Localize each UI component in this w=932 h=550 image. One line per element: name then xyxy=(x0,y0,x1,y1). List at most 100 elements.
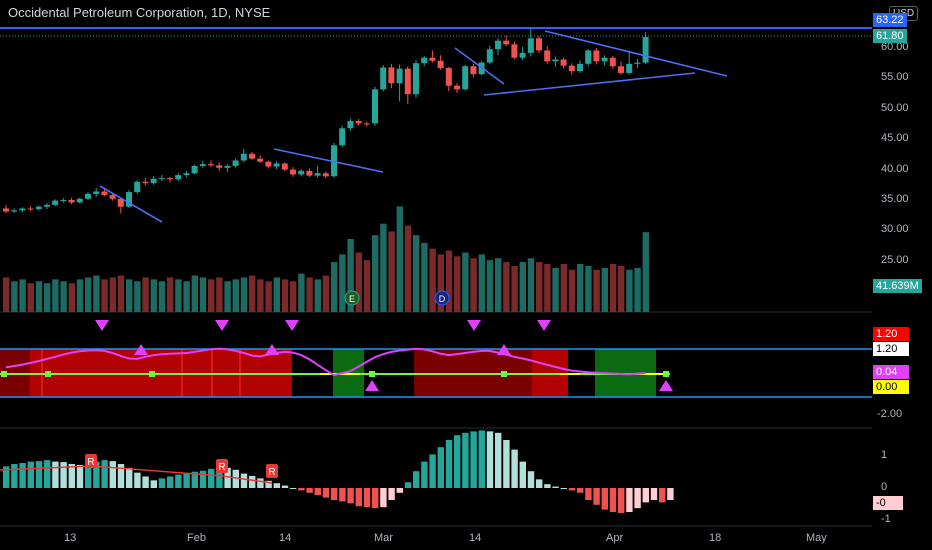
histogram-bar xyxy=(536,479,543,488)
volume-bar xyxy=(19,279,26,312)
candle-body xyxy=(339,128,346,146)
price-tick: 60.00 xyxy=(881,41,909,53)
candle-body xyxy=(380,67,387,90)
histogram-bar xyxy=(224,467,231,488)
histogram-bar xyxy=(511,449,518,488)
candle-body xyxy=(388,67,395,84)
candle-body xyxy=(618,66,624,73)
symbol-title[interactable]: Occidental Petroleum Corporation, 1D, NY… xyxy=(8,5,271,20)
volume-bar xyxy=(265,281,272,312)
volume-bar xyxy=(216,277,223,312)
hist-tick: 1 xyxy=(881,449,888,461)
reversal-marker-label: R xyxy=(268,467,275,478)
date-label: Feb xyxy=(187,532,206,544)
histogram-bar xyxy=(19,463,26,488)
candle-body xyxy=(577,63,583,72)
volume-bar xyxy=(257,279,264,312)
volume-bar xyxy=(175,279,182,312)
reversal-marker xyxy=(216,459,228,473)
buy-triangle xyxy=(365,380,379,391)
histogram-bar xyxy=(601,488,608,510)
candle-body xyxy=(60,200,67,201)
candle-body xyxy=(11,210,18,212)
candle-body xyxy=(503,40,510,45)
histogram-bar xyxy=(593,488,600,505)
volume-bar xyxy=(593,269,600,312)
candle-body xyxy=(347,120,354,129)
volume-bar xyxy=(109,277,116,312)
histogram-bar xyxy=(314,488,321,496)
volume-bar xyxy=(281,279,289,312)
candle-body xyxy=(372,89,378,124)
histogram-bar xyxy=(519,461,526,488)
volume-bar xyxy=(609,264,617,312)
histogram-bar xyxy=(109,461,116,488)
candle-body xyxy=(191,165,198,174)
histogram-bar xyxy=(76,464,84,488)
volume-bar xyxy=(462,252,469,312)
volume-bar xyxy=(601,267,608,312)
histogram-bar xyxy=(290,488,297,489)
volume-bar xyxy=(585,265,592,312)
trendline xyxy=(483,72,696,96)
volume-bar xyxy=(60,281,67,312)
volume-badge: 41.639M xyxy=(873,279,922,293)
histogram-bar xyxy=(232,469,239,488)
candle-body xyxy=(593,50,600,62)
sell-triangle xyxy=(95,320,109,331)
candle-body xyxy=(216,165,223,168)
histogram-bar xyxy=(445,440,453,488)
volume-bar xyxy=(224,281,231,312)
reversal-marker-label: R xyxy=(87,457,94,468)
candle-body xyxy=(486,49,493,63)
candle-body xyxy=(142,181,149,183)
candle-body xyxy=(642,37,649,63)
volume-bar xyxy=(380,223,387,312)
volume-bar xyxy=(363,260,371,312)
signal-dot xyxy=(369,371,375,377)
volume-bar xyxy=(322,275,330,312)
histogram-bar xyxy=(642,488,649,503)
volume-bar xyxy=(191,275,198,312)
candle-body xyxy=(609,57,616,67)
candle-body xyxy=(511,44,518,58)
histogram-bar xyxy=(158,478,166,488)
histogram-bar xyxy=(240,473,248,488)
price-tick: 50.00 xyxy=(881,102,909,114)
candle-body xyxy=(35,206,42,210)
volume-bar xyxy=(642,232,649,312)
osc-zero-badge: 0.00 xyxy=(873,380,909,394)
candle-body xyxy=(462,66,469,90)
histogram-bar xyxy=(577,488,584,493)
candle-body xyxy=(404,68,411,95)
histogram-bar xyxy=(626,488,633,512)
volume-bar xyxy=(445,250,453,312)
histogram-bar xyxy=(93,461,100,488)
volume-bar xyxy=(503,262,510,312)
candle-body xyxy=(85,193,91,199)
volume-bar xyxy=(306,277,313,312)
osc-tick: -2.00 xyxy=(877,408,903,420)
candle-body xyxy=(249,153,255,159)
histogram-bar xyxy=(667,488,674,500)
histogram-bar xyxy=(347,488,354,504)
candle-body xyxy=(224,165,231,168)
volume-bar xyxy=(413,235,420,312)
volume-bar xyxy=(396,206,403,312)
volume-bar xyxy=(355,252,362,312)
volume-bar xyxy=(208,279,215,312)
candle-body xyxy=(363,123,370,125)
price-tick: 40.00 xyxy=(881,163,909,175)
candle-body xyxy=(355,120,362,124)
volume-bar xyxy=(35,281,43,312)
histogram-bar xyxy=(331,488,338,500)
volume-bar xyxy=(199,277,207,312)
hist-value-badge: -0 xyxy=(873,496,903,510)
volume-bar xyxy=(511,265,518,312)
volume-bar xyxy=(626,269,633,312)
histogram-bar xyxy=(117,464,125,488)
histogram-bar xyxy=(265,480,272,488)
dividend-marker xyxy=(434,290,450,306)
candle-body xyxy=(27,208,34,210)
